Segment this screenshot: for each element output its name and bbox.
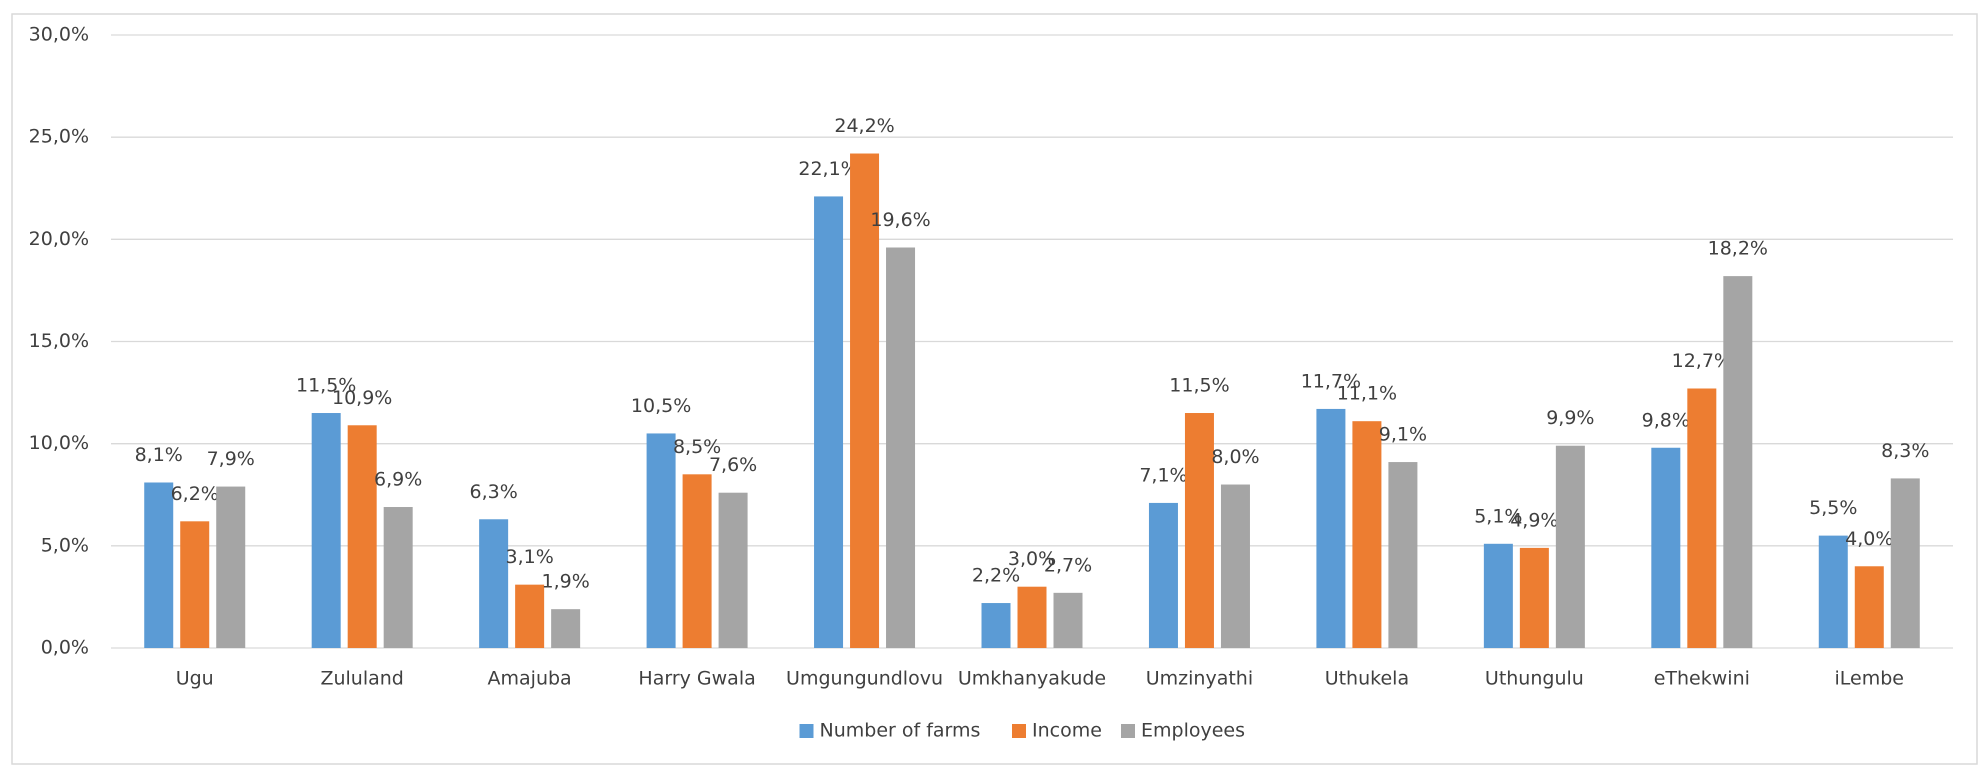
x-tick-label: Uthungulu xyxy=(1485,668,1584,690)
x-tick-label: eThekwini xyxy=(1654,668,1750,690)
legend-swatch xyxy=(799,724,814,738)
legend-label: Number of farms xyxy=(820,720,981,742)
data-label: 8,5% xyxy=(673,436,721,458)
x-tick-label: Amajuba xyxy=(488,668,572,690)
bar xyxy=(216,486,246,648)
x-tick-label: Umkhanyakude xyxy=(958,668,1106,690)
data-label: 11,7% xyxy=(1301,370,1361,392)
bar xyxy=(981,603,1011,648)
y-tick-label: 5,0% xyxy=(41,534,89,556)
data-label: 10,5% xyxy=(631,395,691,417)
bar xyxy=(1388,462,1418,648)
data-label: 12,7% xyxy=(1672,350,1732,372)
x-tick-label: Umzinyathi xyxy=(1146,668,1253,690)
y-tick-label: 25,0% xyxy=(29,126,89,148)
bar xyxy=(1818,535,1848,648)
bar xyxy=(479,519,509,648)
data-label: 8,3% xyxy=(1881,440,1929,462)
data-label: 6,9% xyxy=(374,469,422,491)
bar xyxy=(1053,592,1083,648)
bar xyxy=(551,609,581,648)
bar xyxy=(1220,484,1250,648)
y-tick-label: 10,0% xyxy=(29,432,89,454)
bar xyxy=(814,196,844,648)
data-label: 6,2% xyxy=(171,483,219,505)
y-tick-label: 30,0% xyxy=(29,24,89,46)
data-label: 2,7% xyxy=(1044,554,1092,576)
x-tick-label: iLembe xyxy=(1835,668,1904,690)
bar xyxy=(1555,445,1585,648)
x-tick-label: Zululand xyxy=(320,668,403,690)
legend-swatch xyxy=(1121,724,1135,738)
data-label: 3,1% xyxy=(505,546,553,568)
y-tick-label: 20,0% xyxy=(29,228,89,250)
bar xyxy=(1651,447,1681,648)
bar xyxy=(1352,421,1382,648)
bar xyxy=(1316,408,1346,648)
data-label: 6,3% xyxy=(469,481,517,503)
data-label: 4,0% xyxy=(1845,528,1893,550)
data-label: 9,8% xyxy=(1642,409,1690,431)
bar xyxy=(718,492,748,648)
bar xyxy=(180,521,210,648)
bar xyxy=(1017,586,1047,648)
data-label: 7,9% xyxy=(207,448,255,470)
bar xyxy=(646,433,676,648)
y-tick-label: 15,0% xyxy=(29,330,89,352)
data-label: 19,6% xyxy=(870,209,930,231)
data-label: 5,1% xyxy=(1474,505,1522,527)
legend-label: Income xyxy=(1032,720,1102,742)
bar xyxy=(311,413,341,648)
bar xyxy=(515,584,545,648)
y-tick-label: 0,0% xyxy=(41,637,89,659)
bar xyxy=(850,153,880,648)
data-label: 3,0% xyxy=(1008,548,1056,570)
bar xyxy=(1483,543,1513,648)
data-label: 8,1% xyxy=(135,444,183,466)
legend-swatch xyxy=(1012,724,1026,738)
data-label: 4,9% xyxy=(1510,509,1558,531)
bar xyxy=(347,425,377,648)
bar xyxy=(1519,547,1549,648)
data-label: 7,6% xyxy=(709,454,757,476)
bar xyxy=(1854,566,1884,648)
data-label: 22,1% xyxy=(798,158,858,180)
data-label: 2,2% xyxy=(972,565,1020,587)
data-label: 10,9% xyxy=(332,387,392,409)
legend-label: Employees xyxy=(1141,720,1245,742)
x-tick-label: Umgungundlovu xyxy=(786,668,943,690)
data-label: 5,5% xyxy=(1809,497,1857,519)
data-label: 11,5% xyxy=(296,375,356,397)
data-label: 7,1% xyxy=(1139,464,1187,486)
x-tick-label: Harry Gwala xyxy=(638,668,755,690)
data-label: 18,2% xyxy=(1708,238,1768,260)
data-label: 11,5% xyxy=(1169,375,1229,397)
bar xyxy=(1890,478,1920,648)
bar xyxy=(383,507,413,648)
bar xyxy=(144,482,174,648)
bar xyxy=(1184,413,1214,648)
data-label: 11,1% xyxy=(1337,383,1397,405)
x-tick-label: Uthukela xyxy=(1325,668,1409,690)
bar xyxy=(886,247,916,649)
x-tick-label: Ugu xyxy=(176,668,214,690)
data-label: 9,9% xyxy=(1546,407,1594,429)
bar xyxy=(1687,388,1717,648)
data-label: 1,9% xyxy=(541,571,589,593)
bar xyxy=(1148,502,1178,648)
bar xyxy=(682,474,712,648)
data-label: 8,0% xyxy=(1211,446,1259,468)
data-label: 9,1% xyxy=(1379,424,1427,446)
bar xyxy=(1723,276,1753,648)
data-label: 24,2% xyxy=(834,115,894,137)
